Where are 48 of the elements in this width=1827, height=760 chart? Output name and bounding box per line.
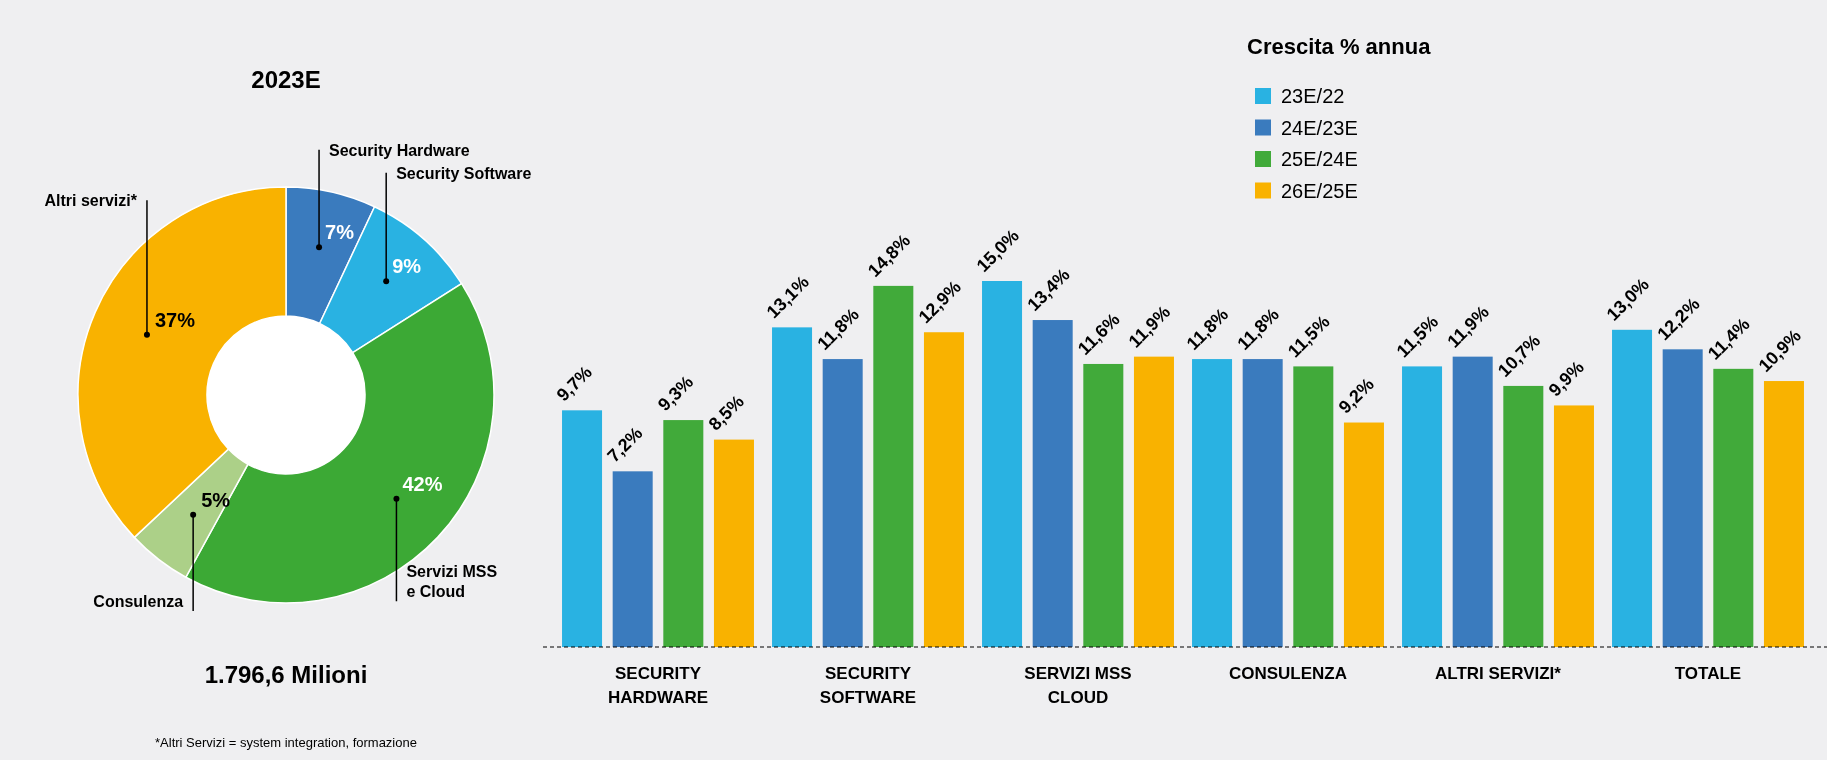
bar bbox=[612, 471, 653, 647]
bar bbox=[982, 281, 1023, 647]
legend-title: Crescita % annua bbox=[1247, 34, 1432, 59]
text: *Altri Servizi = system integration, formazione bbox=[155, 735, 417, 750]
slice-label: Consulenza bbox=[93, 593, 184, 611]
slice-label: Servizi MSS e Cloud bbox=[406, 563, 498, 601]
slice-label: Security Software bbox=[396, 164, 532, 182]
data-label: 9% bbox=[392, 255, 422, 278]
slice-label: Security Hardware bbox=[329, 141, 470, 159]
bar bbox=[1242, 359, 1283, 647]
bar bbox=[923, 332, 964, 647]
bar bbox=[772, 327, 813, 647]
x-tick-label: TOTALE bbox=[1674, 664, 1742, 683]
bar bbox=[1662, 349, 1703, 647]
text: 1.796,6 Milioni bbox=[204, 661, 368, 688]
bar bbox=[1402, 366, 1443, 647]
bar bbox=[1192, 359, 1233, 647]
bar bbox=[562, 410, 603, 647]
legend-label: 26E/25E bbox=[1281, 179, 1358, 202]
bar bbox=[822, 359, 863, 647]
bar bbox=[1763, 381, 1804, 647]
legend-label: 23E/22 bbox=[1281, 85, 1345, 107]
bar bbox=[873, 285, 914, 647]
bar bbox=[1083, 363, 1124, 647]
bar bbox=[1452, 356, 1493, 647]
data-label: 5% bbox=[201, 488, 231, 511]
legend-label: 24E/23E bbox=[1281, 116, 1358, 139]
bar bbox=[1553, 405, 1594, 647]
data-label: 42% bbox=[402, 472, 443, 495]
slice-label: Altri servizi* bbox=[44, 192, 138, 210]
x-tick-label: SECURITY HARDWARE bbox=[607, 664, 709, 707]
data-label: 37% bbox=[154, 308, 196, 331]
bar bbox=[1133, 356, 1174, 647]
x-tick-label: ALTRI SERVIZI* bbox=[1435, 664, 1562, 683]
x-tick-label: CONSULENZA bbox=[1228, 664, 1348, 683]
bar bbox=[1612, 329, 1653, 647]
bar bbox=[1293, 366, 1334, 647]
bar bbox=[1503, 385, 1544, 647]
bar bbox=[713, 439, 754, 647]
x-tick-label: SERVIZI MSS CLOUD bbox=[1024, 664, 1132, 707]
bar bbox=[1032, 320, 1073, 647]
bar bbox=[1343, 422, 1384, 647]
data-label: 7% bbox=[325, 221, 355, 244]
x-tick-label: SECURITY SOFTWARE bbox=[819, 664, 917, 707]
bar bbox=[1713, 368, 1754, 647]
legend-label: 25E/24E bbox=[1281, 148, 1358, 170]
chart-title: 2023E bbox=[251, 66, 321, 93]
bar bbox=[663, 420, 704, 647]
